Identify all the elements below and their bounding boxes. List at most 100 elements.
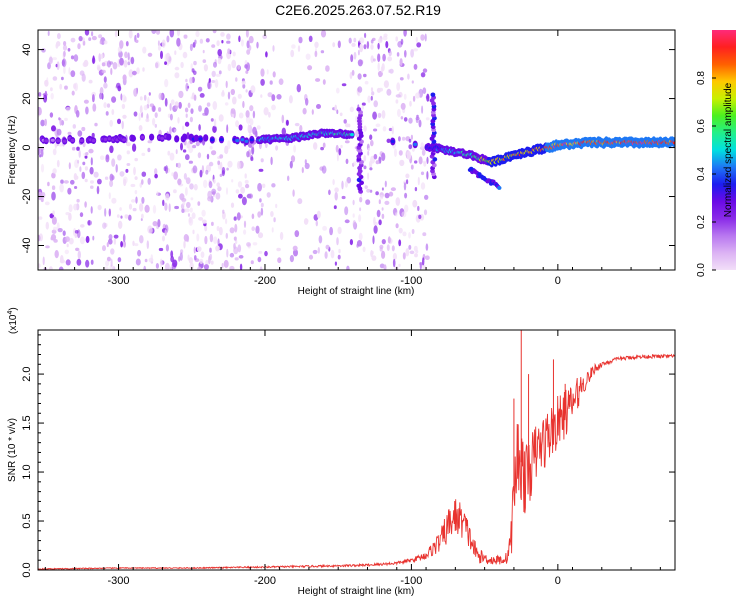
spectrogram-cell <box>407 73 410 80</box>
spectrogram-burst-cell <box>356 183 362 188</box>
spectrogram-cell <box>371 91 375 96</box>
spectrogram-track-cell <box>131 136 136 140</box>
spectrogram-cell <box>191 212 196 219</box>
spectrogram-cell <box>353 51 357 60</box>
spectrogram-cell <box>40 149 44 158</box>
spectrogram-cell <box>42 256 45 266</box>
spectrogram-cell <box>378 87 383 92</box>
spectrogram-cell <box>38 234 41 242</box>
spectrogram-cell <box>332 179 335 186</box>
snr-background <box>38 330 675 570</box>
spectrogram-cell <box>172 259 178 268</box>
spectrogram-cell <box>408 138 412 143</box>
spectrogram-cell <box>270 156 273 166</box>
spectrogram-cell <box>63 41 67 46</box>
spectrogram-cell <box>416 114 419 118</box>
spectrogram-cell <box>198 105 202 112</box>
spectrogram-cell <box>58 143 64 147</box>
spectrogram-cell <box>248 45 252 51</box>
spectrogram-cell <box>216 40 220 47</box>
spectrogram-cell <box>117 257 122 263</box>
spectrogram-cell <box>99 155 105 160</box>
colorbar-tick-label: 0.6 <box>696 119 707 133</box>
spectrogram-cell <box>121 103 126 110</box>
spectrogram-cell <box>422 257 425 267</box>
spectrogram-cell <box>257 211 262 218</box>
spectrogram-cell <box>62 230 66 236</box>
spectrogram-cell <box>307 65 313 71</box>
spectrogram-cell <box>395 212 398 217</box>
spectrogram-cell <box>341 83 347 87</box>
spectrogram-cell <box>313 142 318 150</box>
spectrogram-cell <box>338 248 341 254</box>
spectrogram-cell <box>266 192 271 198</box>
spectrogram-track-cell <box>91 139 96 143</box>
spectrogram-cell <box>414 187 418 192</box>
snr-marks <box>38 330 675 570</box>
spectrogram-cell <box>271 227 274 233</box>
spectrogram-cell <box>112 61 118 70</box>
spectrogram-cell <box>352 199 355 206</box>
spectrogram-cell <box>147 96 150 105</box>
spectrogram-cell <box>314 41 319 48</box>
spectrogram-cell <box>246 40 250 49</box>
snr-x-tick-label: 0 <box>555 575 561 587</box>
spectrogram-cell <box>152 105 156 112</box>
spectrogram-cell <box>208 181 213 189</box>
spectrogram-cell <box>118 220 123 229</box>
spectrogram-cell <box>212 101 218 110</box>
spectrogram-cell <box>297 45 301 52</box>
spectrogram-cell <box>373 225 378 234</box>
spectrogram-cell <box>361 105 364 110</box>
spectrogram-cell <box>303 218 309 225</box>
spectrogram-cell <box>188 216 192 224</box>
spectrogram-cell <box>111 197 117 204</box>
spectrogram-cell <box>204 235 208 245</box>
spectrogram-cell <box>84 155 88 159</box>
colorbar-strip <box>712 30 736 270</box>
spectrogram-cell <box>164 78 169 88</box>
spectrogram-cell <box>162 235 165 242</box>
spectrogram-cell <box>403 30 407 37</box>
spectrogram-cell <box>334 191 338 201</box>
spectrogram-cell <box>193 94 197 101</box>
spectrogram-cell <box>414 160 418 164</box>
spectrogram-cell <box>352 220 357 228</box>
spectrogram-cell <box>325 65 330 72</box>
spectrogram-cell <box>77 130 83 137</box>
spectrogram-cell <box>315 220 318 227</box>
spectrogram-cell <box>164 229 167 236</box>
spectrogram-cell <box>395 94 401 98</box>
spectrogram-cell <box>229 227 235 234</box>
colorbar-tick-label: 0.4 <box>696 167 707 181</box>
spectrogram-cell <box>211 70 216 78</box>
spectrogram-cell <box>336 237 339 246</box>
spectrogram-cell <box>357 59 363 67</box>
spectrogram-cell <box>388 191 394 197</box>
spectrogram-cell <box>47 62 51 70</box>
spectrogram-cell <box>418 119 422 128</box>
spectrogram-cell <box>171 172 174 177</box>
spectrogram-cell <box>371 255 377 261</box>
spectrogram-cell <box>231 108 236 115</box>
spectrogram-cell <box>106 103 111 108</box>
spectrogram-cell <box>176 30 181 37</box>
spectrogram-cell <box>372 235 375 245</box>
spectrogram-cell <box>221 166 226 175</box>
spectrogram-track-cell <box>79 138 84 143</box>
spectrogram-cell <box>173 189 177 194</box>
spectrogram-track-cell <box>122 138 126 142</box>
spectrogram-cell <box>51 125 56 132</box>
spectrogram-cell <box>65 259 71 266</box>
spectrogram-cell <box>182 149 187 153</box>
spectrogram-x-axis: -300 -200 -100 0 <box>44 30 661 287</box>
spectrogram-cell <box>193 246 196 254</box>
spectrogram-track-cell <box>203 136 208 140</box>
spectrogram-cell <box>351 69 355 76</box>
spectrogram-cell <box>203 264 209 270</box>
spectrogram-cell <box>114 30 118 38</box>
spectrogram-cell <box>177 162 182 169</box>
spectrogram-cell <box>169 30 175 38</box>
spectrogram-cell <box>185 177 191 185</box>
spectrogram-cell <box>128 214 132 221</box>
